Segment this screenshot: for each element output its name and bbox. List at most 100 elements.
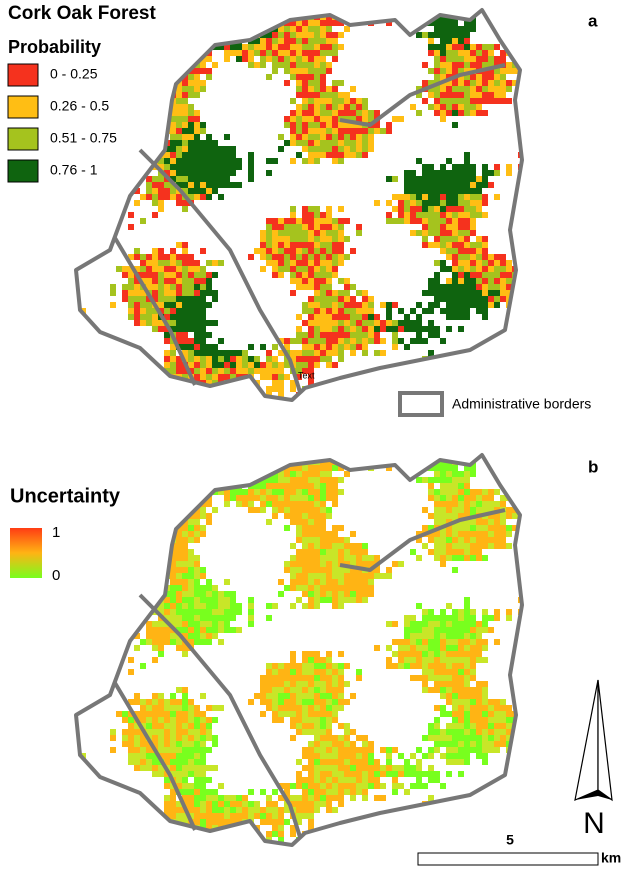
raster-cell	[290, 56, 296, 62]
raster-cell	[494, 747, 500, 753]
raster-cell	[284, 501, 290, 507]
raster-cell	[452, 537, 458, 543]
raster-cell	[92, 212, 98, 218]
raster-cell	[464, 218, 470, 224]
raster-cell	[146, 561, 152, 567]
raster-cell	[296, 326, 302, 332]
raster-cell	[188, 116, 194, 122]
raster-cell	[164, 62, 170, 68]
raster-cell	[320, 585, 326, 591]
raster-cell	[380, 455, 386, 459]
raster-cell	[140, 495, 146, 501]
raster-cell	[404, 206, 410, 212]
raster-cell	[410, 549, 416, 555]
raster-cell	[356, 10, 362, 14]
raster-cell	[368, 777, 374, 783]
raster-cell	[80, 651, 86, 657]
raster-cell	[272, 675, 278, 681]
raster-cell	[458, 489, 464, 495]
raster-cell	[272, 368, 278, 374]
raster-cell	[266, 32, 272, 38]
raster-cell	[434, 549, 440, 555]
raster-cell	[176, 380, 182, 386]
raster-cell	[194, 843, 200, 845]
raster-cell	[122, 555, 128, 561]
raster-cell	[470, 627, 476, 633]
raster-cell	[464, 242, 470, 248]
raster-cell	[296, 134, 302, 140]
raster-cell	[386, 122, 392, 128]
raster-cell	[200, 272, 206, 278]
raster-cell	[440, 248, 446, 254]
raster-cell	[392, 344, 398, 350]
legend-swatch	[7, 159, 39, 183]
raster-cell	[194, 585, 200, 591]
raster-cell	[182, 549, 188, 555]
raster-cell	[194, 837, 200, 843]
raster-cell	[176, 278, 182, 284]
raster-cell	[188, 308, 194, 314]
raster-cell	[326, 807, 332, 813]
raster-cell	[308, 789, 314, 795]
raster-cell	[458, 164, 464, 170]
raster-cell	[188, 639, 194, 645]
raster-cell	[356, 146, 362, 152]
raster-cell	[410, 663, 416, 669]
raster-cell	[302, 729, 308, 735]
raster-cell	[242, 837, 248, 843]
raster-cell	[344, 92, 350, 98]
raster-cell	[464, 819, 470, 825]
raster-cell	[416, 10, 422, 14]
raster-cell	[368, 591, 374, 597]
raster-cell	[76, 633, 80, 639]
raster-cell	[446, 104, 452, 110]
raster-cell	[446, 819, 452, 825]
raster-cell	[122, 531, 128, 537]
raster-cell	[320, 567, 326, 573]
inner-border	[339, 63, 506, 127]
raster-cell	[440, 555, 446, 561]
raster-cell	[440, 212, 446, 218]
raster-cell	[404, 765, 410, 771]
raster-cell	[194, 609, 200, 615]
raster-cell	[320, 495, 326, 501]
raster-cell	[182, 555, 188, 561]
raster-cell	[350, 332, 356, 338]
raster-cell	[200, 735, 206, 741]
raster-cell	[170, 188, 176, 194]
raster-cell	[128, 290, 134, 296]
raster-cell	[230, 356, 236, 362]
raster-cell	[302, 501, 308, 507]
raster-cell	[218, 386, 224, 392]
raster-cell	[308, 795, 314, 801]
raster-cell	[452, 477, 458, 483]
raster-cell	[356, 669, 362, 675]
raster-cell	[344, 753, 350, 759]
raster-cell	[458, 483, 464, 489]
raster-cell	[152, 110, 158, 116]
raster-cell	[314, 38, 320, 44]
raster-cell	[314, 122, 320, 128]
raster-cell	[302, 20, 308, 26]
raster-cell	[416, 212, 422, 218]
raster-cell	[206, 398, 212, 400]
raster-cell	[362, 543, 368, 549]
raster-cell	[338, 585, 344, 591]
raster-cell	[314, 687, 320, 693]
raster-cell	[434, 837, 440, 843]
raster-cell	[308, 20, 314, 26]
raster-cell	[176, 242, 182, 248]
raster-cell	[386, 314, 392, 320]
raster-cell	[302, 705, 308, 711]
raster-cell	[500, 537, 506, 543]
raster-cell	[296, 465, 302, 471]
raster-cell	[338, 128, 344, 134]
raster-cell	[320, 356, 326, 362]
raster-cell	[146, 705, 152, 711]
raster-cell	[404, 825, 410, 831]
raster-cell	[218, 260, 224, 266]
raster-cell	[446, 218, 452, 224]
raster-cell	[134, 543, 140, 549]
raster-cell	[464, 693, 470, 699]
raster-cell	[440, 609, 446, 615]
